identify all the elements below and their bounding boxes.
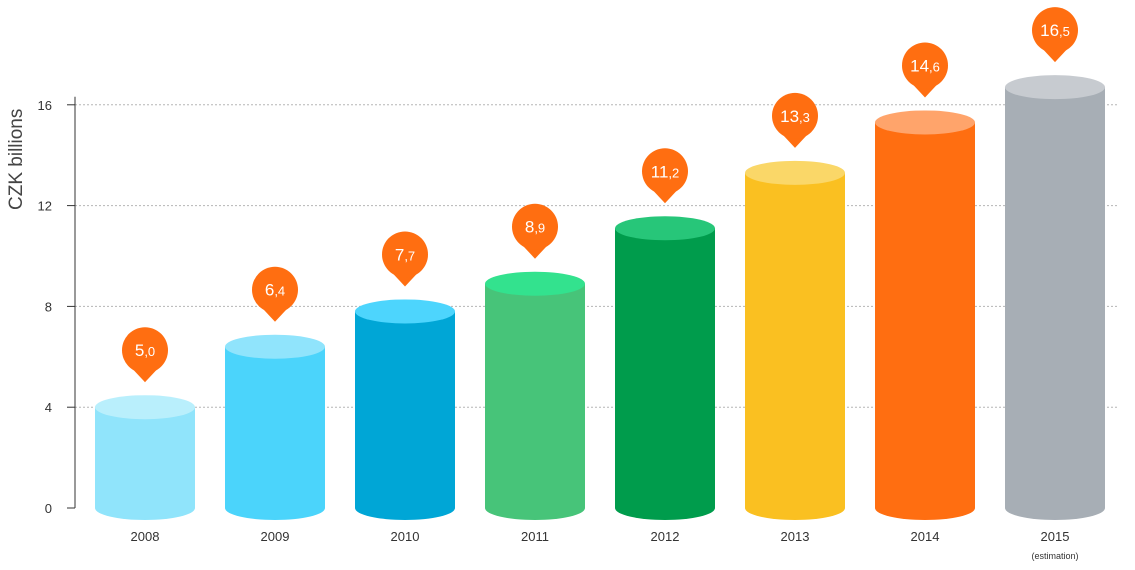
data-label-bubble [122, 327, 168, 374]
bar [745, 160, 845, 520]
bars [95, 75, 1105, 520]
bar [485, 271, 585, 520]
data-label-text: 11,2 [651, 162, 680, 181]
data-label: 13,3 [772, 92, 818, 148]
category-label: 2010 [391, 529, 420, 544]
y-tick-label: 0 [45, 501, 52, 516]
y-tick-label: 8 [45, 299, 52, 314]
bar [615, 216, 715, 520]
bar-top [225, 334, 325, 359]
bar-top [1005, 75, 1105, 100]
bar [95, 395, 195, 520]
data-label-bubble [512, 203, 558, 250]
category-note: (estimation) [1031, 551, 1078, 561]
data-label-text: 5,0 [135, 341, 155, 360]
y-axis: 0 4 8 12 16 [38, 96, 76, 516]
bar-top [615, 216, 715, 241]
category-label: 2011 [521, 529, 549, 544]
data-label-text: 7,7 [395, 245, 415, 264]
data-label-text: 14,6 [910, 56, 940, 75]
data-label: 16,5 [1032, 7, 1078, 63]
bar-body [1005, 87, 1105, 520]
bar [1005, 75, 1105, 520]
data-label-text: 13,3 [780, 107, 810, 126]
bar [355, 299, 455, 520]
bar [875, 110, 975, 520]
y-tick-label: 4 [45, 400, 52, 415]
bar-top [485, 271, 585, 296]
bar-body [355, 311, 455, 520]
data-label: 7,7 [382, 231, 428, 287]
data-label-bubble [1032, 7, 1078, 54]
y-tick-label: 12 [38, 199, 52, 214]
bar-body [225, 346, 325, 520]
data-label: 11,2 [642, 148, 688, 204]
data-label-text: 8,9 [525, 218, 545, 237]
bar-body [875, 122, 975, 520]
bar-top [745, 160, 845, 185]
data-label-bubble [902, 42, 948, 89]
bar-body [485, 283, 585, 520]
data-label-bubble [642, 148, 688, 195]
category-label: 2008 [131, 529, 160, 544]
bar-top [875, 110, 975, 135]
data-label-bubble [252, 266, 298, 313]
y-tick-label: 16 [38, 98, 52, 113]
category-label: 2009 [261, 529, 290, 544]
category-labels: 2008 2009 2010 2011 2012 2013 2014 2015 (estimat… [131, 529, 1079, 561]
category-label: 2015 [1041, 529, 1070, 544]
bar-body [745, 172, 845, 520]
data-label: 8,9 [512, 203, 558, 259]
bar-top [355, 299, 455, 324]
category-label: 2014 [911, 529, 940, 544]
y-axis-title: CZK billions [6, 109, 27, 210]
data-label-bubble [772, 92, 818, 139]
category-label: 2012 [651, 529, 680, 544]
data-label: 5,0 [122, 327, 168, 383]
data-label: 6,4 [252, 266, 298, 322]
bar-top [95, 395, 195, 420]
bar-body [615, 228, 715, 520]
data-label-text: 6,4 [265, 281, 285, 300]
data-label-bubble [382, 231, 428, 278]
data-label-text: 16,5 [1040, 21, 1070, 40]
bar [225, 334, 325, 520]
category-label: 2013 [781, 529, 810, 544]
data-labels: 5,0 6,4 7,7 8,9 11,2 13,3 14,6 16,5 [122, 7, 1078, 383]
bar-body [95, 407, 195, 520]
data-label: 14,6 [902, 42, 948, 98]
